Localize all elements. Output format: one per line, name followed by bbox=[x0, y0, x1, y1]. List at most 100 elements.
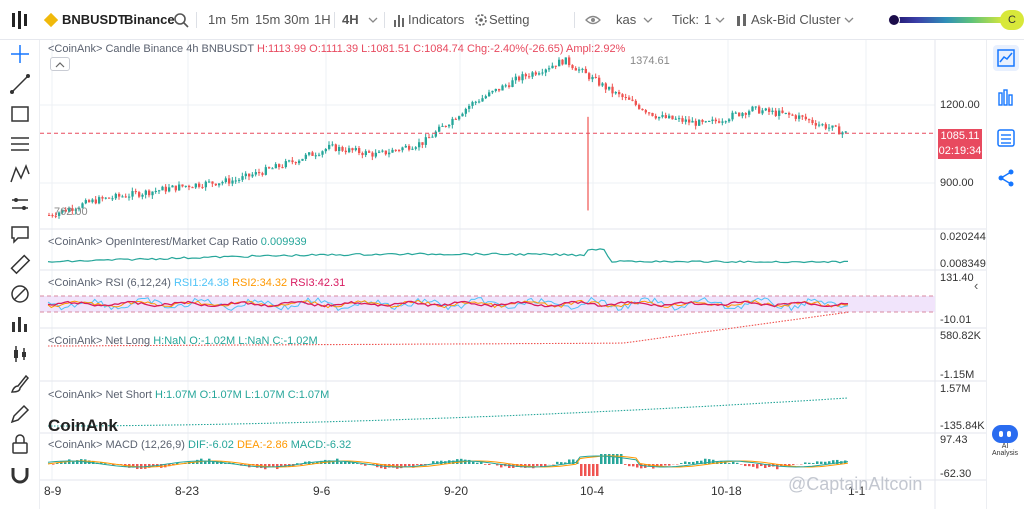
setting-button[interactable]: Setting bbox=[489, 12, 530, 27]
pencil-icon[interactable] bbox=[8, 402, 32, 426]
comment-icon[interactable] bbox=[8, 222, 32, 246]
lock-icon[interactable] bbox=[8, 432, 32, 456]
candle-body bbox=[721, 121, 724, 123]
macd-bar bbox=[768, 464, 771, 467]
macd-bar bbox=[776, 464, 779, 470]
netshort-pane-title: <CoinAnk> Net Short bbox=[48, 389, 152, 401]
tick-dropdown-icon[interactable] bbox=[715, 0, 725, 40]
brush-icon[interactable] bbox=[8, 372, 32, 396]
magnet-icon[interactable] bbox=[8, 462, 32, 486]
projection-icon[interactable] bbox=[8, 192, 32, 216]
candle-body bbox=[574, 68, 577, 71]
candle-body bbox=[511, 80, 514, 87]
macd-bar bbox=[540, 464, 543, 467]
macd-bar bbox=[408, 464, 411, 466]
robot-icon bbox=[992, 425, 1018, 443]
cluster-dropdown-icon[interactable] bbox=[844, 0, 854, 40]
ruler-icon[interactable] bbox=[8, 252, 32, 276]
list-icon[interactable] bbox=[993, 125, 1019, 151]
macd-bar bbox=[820, 461, 823, 464]
macd-bar bbox=[728, 463, 731, 464]
chart-canvas[interactable] bbox=[40, 40, 986, 509]
candle-body bbox=[184, 185, 187, 187]
candle-body bbox=[488, 92, 491, 97]
macd-bar bbox=[580, 464, 583, 476]
logo-icon[interactable] bbox=[10, 0, 32, 40]
gear-icon[interactable] bbox=[474, 0, 488, 40]
gradient-slider-handle[interactable] bbox=[888, 14, 900, 26]
chart-area[interactable]: <CoinAnk> Candle Binance 4h BNBUSDT H:11… bbox=[40, 40, 986, 509]
candle-body bbox=[124, 196, 127, 198]
eye-icon[interactable] bbox=[585, 0, 601, 40]
candle-body bbox=[791, 114, 794, 116]
fib-lines-icon[interactable] bbox=[8, 132, 32, 156]
candle-body bbox=[118, 193, 121, 197]
ask-bid-cluster-button[interactable]: Ask-Bid Cluster bbox=[751, 12, 841, 27]
candle-body bbox=[584, 68, 587, 74]
candle-body bbox=[484, 96, 487, 99]
candle-body bbox=[328, 144, 331, 149]
candle-body bbox=[418, 142, 421, 148]
search-icon[interactable] bbox=[173, 0, 189, 40]
candle-body bbox=[211, 181, 214, 184]
indicators-icon[interactable] bbox=[393, 0, 405, 40]
chart-icon[interactable] bbox=[993, 45, 1019, 71]
candle-body bbox=[221, 182, 224, 184]
kas-dropdown-icon[interactable] bbox=[643, 0, 653, 40]
macd-bar bbox=[744, 464, 747, 467]
bar-chart-icon[interactable] bbox=[993, 85, 1019, 111]
rsi-axis-top: 131.40 bbox=[940, 272, 974, 284]
measure-icon[interactable] bbox=[8, 282, 32, 306]
candle-body bbox=[401, 147, 404, 151]
ai-analysis-button[interactable]: AI Analysis bbox=[988, 425, 1022, 457]
x-tick-label: 9-20 bbox=[444, 484, 469, 498]
rectangle-icon[interactable] bbox=[8, 102, 32, 126]
indicators-button[interactable]: Indicators bbox=[408, 12, 465, 27]
trend-line-icon[interactable] bbox=[8, 72, 32, 96]
macd-bar bbox=[752, 464, 755, 467]
symbol-name[interactable]: BNBUSDT bbox=[62, 12, 126, 27]
pattern-icon[interactable] bbox=[8, 162, 32, 186]
crosshair-icon[interactable] bbox=[8, 42, 32, 66]
share-icon[interactable] bbox=[993, 165, 1019, 191]
candle-tool-icon[interactable] bbox=[8, 342, 32, 366]
candle-body bbox=[611, 86, 614, 94]
gradient-end-chip[interactable]: C bbox=[1000, 10, 1024, 30]
cluster-icon[interactable] bbox=[736, 0, 748, 40]
macd-bar bbox=[352, 462, 355, 464]
candle-body bbox=[408, 145, 411, 150]
pane-expand-icon[interactable]: ‹ bbox=[974, 278, 979, 293]
macd-bar bbox=[816, 461, 819, 464]
candle-body bbox=[64, 209, 67, 212]
candle-body bbox=[244, 173, 247, 177]
candle-body bbox=[501, 85, 504, 91]
candle-body bbox=[471, 102, 474, 106]
tf-1h[interactable]: 1H bbox=[314, 12, 331, 27]
tick-value-select[interactable]: 1 bbox=[704, 12, 712, 27]
tf-30m[interactable]: 30m bbox=[284, 12, 310, 27]
tf-15m[interactable]: 15m bbox=[255, 12, 281, 27]
candle-body bbox=[208, 181, 211, 183]
volume-bars-icon[interactable] bbox=[8, 312, 32, 336]
candle-body bbox=[608, 86, 611, 90]
candle-body bbox=[421, 142, 424, 145]
heatmap-gradient-slider[interactable] bbox=[888, 17, 1004, 23]
candle-body bbox=[454, 118, 457, 120]
candle-body bbox=[264, 167, 267, 175]
candle-body bbox=[521, 74, 524, 81]
timeframe-dropdown-icon[interactable] bbox=[368, 0, 378, 40]
candle-body bbox=[168, 187, 171, 192]
exchange-name[interactable]: Binance bbox=[124, 12, 175, 27]
candle-body bbox=[271, 168, 274, 170]
candle-body bbox=[194, 183, 197, 188]
tf-5m[interactable]: 5m bbox=[231, 12, 250, 27]
kas-button[interactable]: kas bbox=[616, 12, 637, 27]
candle-body bbox=[578, 69, 581, 71]
x-tick-label: 10-4 bbox=[580, 484, 605, 498]
candle-body bbox=[724, 121, 727, 123]
candle-body bbox=[174, 185, 177, 191]
tf-4h[interactable]: 4H bbox=[342, 12, 359, 27]
candle-body bbox=[228, 178, 231, 184]
pane-collapse-button[interactable] bbox=[50, 57, 70, 71]
tf-1m[interactable]: 1m bbox=[208, 12, 227, 27]
